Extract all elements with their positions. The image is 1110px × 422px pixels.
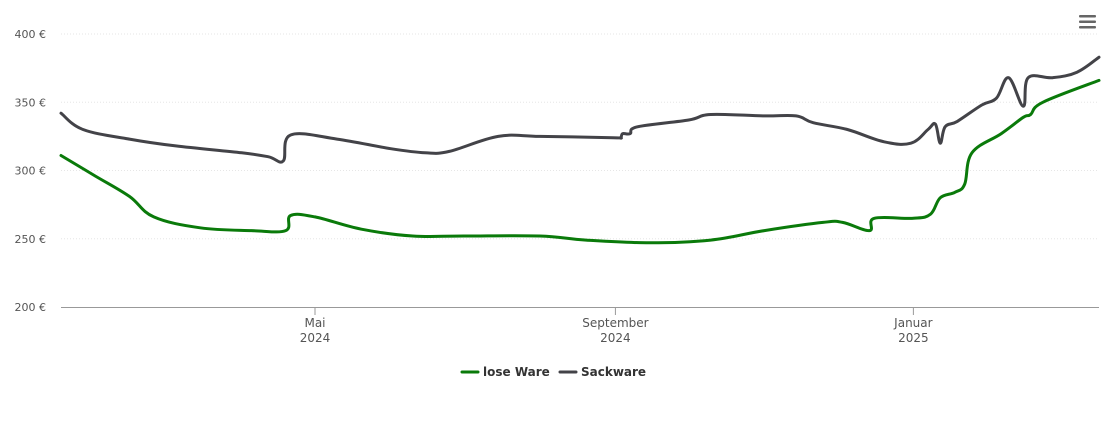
y-tick-label: 250 € (15, 233, 47, 246)
x-tick-month: September (582, 316, 648, 330)
y-tick-label: 350 € (15, 96, 47, 109)
x-tick-year: 2024 (600, 331, 631, 345)
x-tick-year: 2024 (300, 331, 331, 345)
legend-label: Sackware (581, 365, 646, 379)
series-line-sackware[interactable] (59, 55, 1101, 164)
series-line-lose-ware[interactable] (59, 78, 1101, 245)
series-lines (59, 55, 1101, 245)
y-tick-label: 400 € (15, 28, 47, 41)
x-tick-year: 2025 (898, 331, 929, 345)
y-axis-labels: 200 € 250 € 300 € 350 € 400 € (15, 28, 47, 314)
y-tick-label: 200 € (15, 301, 47, 314)
x-tick-month: Mai (304, 316, 325, 330)
legend: lose Ware Sackware (460, 365, 646, 379)
legend-item-lose-ware[interactable]: lose Ware (460, 365, 550, 379)
legend-item-sackware[interactable]: Sackware (558, 365, 646, 379)
x-tick-month: Januar (893, 316, 932, 330)
hamburger-menu-icon[interactable] (1076, 12, 1100, 32)
y-tick-label: 300 € (15, 165, 47, 178)
legend-label: lose Ware (483, 365, 550, 379)
